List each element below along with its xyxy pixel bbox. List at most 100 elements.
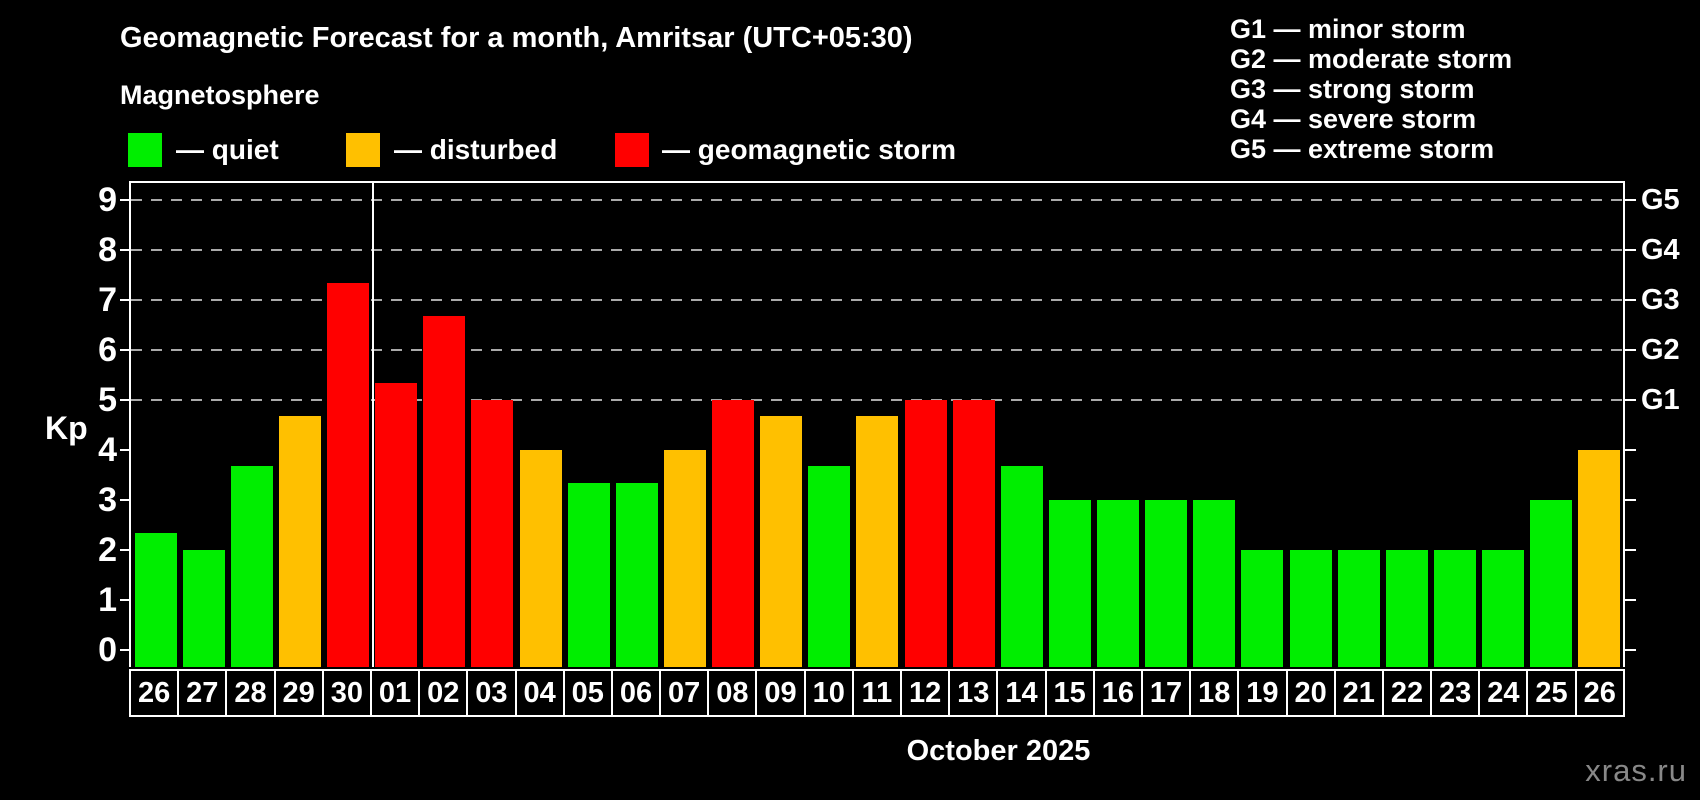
kp-bar bbox=[615, 483, 658, 667]
gridline-kp5 bbox=[131, 398, 1623, 401]
y-tick bbox=[120, 398, 131, 401]
g-legend-line-g5: G5 — extreme storm bbox=[1230, 134, 1495, 164]
kp-bar bbox=[663, 449, 706, 667]
g-scale-label: G1 bbox=[1641, 383, 1680, 416]
kp-bar bbox=[1193, 499, 1236, 667]
kp-bar bbox=[471, 399, 514, 667]
x-axis-month-label: October 2025 bbox=[906, 735, 1091, 767]
kp-bar bbox=[904, 399, 947, 667]
g-scale-label: G3 bbox=[1641, 283, 1680, 316]
right-tick bbox=[1625, 198, 1636, 201]
g-scale-legend: G1 — minor storm G2 — moderate storm G3 … bbox=[1230, 14, 1512, 164]
x-label-cell: 13 bbox=[948, 669, 999, 717]
kp-bar bbox=[856, 416, 899, 667]
g-legend-line-g1: G1 — minor storm bbox=[1230, 14, 1466, 44]
x-label-cell: 25 bbox=[1526, 669, 1577, 717]
x-label-cell: 30 bbox=[321, 669, 372, 717]
gridline-kp9 bbox=[131, 198, 1623, 201]
x-label-cell: 09 bbox=[755, 669, 806, 717]
kp-bar bbox=[278, 416, 321, 667]
y-tick bbox=[120, 448, 131, 451]
gridline-kp6 bbox=[131, 348, 1623, 351]
kp-bar bbox=[1433, 549, 1476, 667]
y-tick bbox=[120, 198, 131, 201]
x-label-cell: 28 bbox=[225, 669, 276, 717]
kp-bar bbox=[1482, 549, 1525, 667]
kp-bar bbox=[712, 399, 755, 667]
x-label-cell: 04 bbox=[514, 669, 565, 717]
plot-area: 0 1 2 3 4 5 G1 6 G2 7 G3 8 G4 9 G5 bbox=[98, 181, 1680, 669]
x-label-cell: 18 bbox=[1189, 669, 1240, 717]
y-tick-label: 0 bbox=[98, 630, 117, 669]
chart-title: Geomagnetic Forecast for a month, Amrits… bbox=[120, 22, 913, 54]
y-tick-label: 4 bbox=[98, 430, 117, 469]
y-tick-label: 6 bbox=[98, 330, 117, 369]
y-tick-label: 1 bbox=[98, 580, 117, 619]
plot-top-border bbox=[129, 181, 1625, 183]
y-tick-label: 8 bbox=[98, 230, 117, 269]
kp-bar bbox=[1578, 449, 1621, 667]
right-tick bbox=[1625, 448, 1636, 451]
right-axis-line bbox=[1623, 181, 1625, 667]
kp-bar bbox=[423, 316, 466, 667]
legend-swatch-quiet bbox=[128, 133, 162, 167]
x-label-cell: 22 bbox=[1381, 669, 1433, 717]
kp-bar bbox=[519, 449, 562, 667]
x-label-cell: 14 bbox=[996, 669, 1047, 717]
kp-bar bbox=[1337, 549, 1380, 667]
x-label-cell: 16 bbox=[1092, 669, 1143, 717]
x-label-cell: 29 bbox=[273, 669, 324, 717]
g-scale-label: G5 bbox=[1641, 183, 1680, 216]
gridline-kp8 bbox=[131, 248, 1623, 251]
kp-bar bbox=[134, 533, 177, 667]
x-label-cell: 12 bbox=[900, 669, 951, 717]
right-tick bbox=[1625, 548, 1636, 551]
right-tick bbox=[1625, 298, 1636, 301]
legend-swatch-storm bbox=[615, 133, 649, 167]
x-label-cell: 19 bbox=[1237, 669, 1288, 717]
y-tick-label: 2 bbox=[98, 530, 117, 569]
legend-label-disturbed: — disturbed bbox=[394, 134, 558, 165]
y-tick bbox=[120, 598, 131, 601]
g-scale-label: G4 bbox=[1641, 233, 1680, 266]
y-axis-line bbox=[129, 181, 131, 667]
x-label-cell: 17 bbox=[1140, 669, 1192, 717]
kp-bar bbox=[952, 399, 995, 667]
x-label-cell: 20 bbox=[1285, 669, 1336, 717]
kp-bar bbox=[230, 466, 273, 667]
kp-axis-label: Kp bbox=[45, 410, 88, 446]
x-label-cell: 26 bbox=[129, 669, 180, 717]
y-tick bbox=[120, 648, 131, 651]
kp-bar bbox=[567, 483, 610, 667]
gridline-kp7 bbox=[131, 298, 1623, 301]
chart-subtitle: Magnetosphere bbox=[120, 80, 320, 110]
g-scale-label: G2 bbox=[1641, 333, 1680, 366]
x-label-cell: 10 bbox=[803, 669, 854, 717]
x-label-cell: 27 bbox=[177, 669, 228, 717]
kp-bar bbox=[808, 466, 851, 667]
g-legend-line-g2: G2 — moderate storm bbox=[1230, 44, 1513, 74]
right-tick bbox=[1625, 248, 1636, 251]
x-label-cell: 24 bbox=[1478, 669, 1529, 717]
kp-bar bbox=[1048, 499, 1091, 667]
x-label-cell: 07 bbox=[659, 669, 710, 717]
kp-bar bbox=[182, 549, 225, 667]
x-label-cell: 06 bbox=[610, 669, 662, 717]
right-tick bbox=[1625, 348, 1636, 351]
kp-bar bbox=[1289, 549, 1332, 667]
x-label-cell: 11 bbox=[851, 669, 902, 717]
x-labels-row: 26 27 28 29 30 01 02 03 04 05 06 07 08 09 10 11 12 13 14 15… bbox=[129, 669, 1625, 717]
x-label-cell: 01 bbox=[369, 669, 421, 717]
y-tick-label: 7 bbox=[98, 280, 117, 319]
y-tick-label: 5 bbox=[98, 380, 117, 419]
x-label-cell: 23 bbox=[1430, 669, 1481, 717]
y-tick bbox=[120, 548, 131, 551]
legend-label-quiet: — quiet bbox=[176, 134, 279, 165]
kp-bar bbox=[1241, 549, 1284, 667]
y-tick bbox=[120, 498, 131, 501]
kp-bar bbox=[375, 383, 418, 667]
y-tick-label: 9 bbox=[98, 180, 117, 219]
y-tick-label: 3 bbox=[98, 480, 117, 519]
kp-bar bbox=[1385, 549, 1428, 667]
